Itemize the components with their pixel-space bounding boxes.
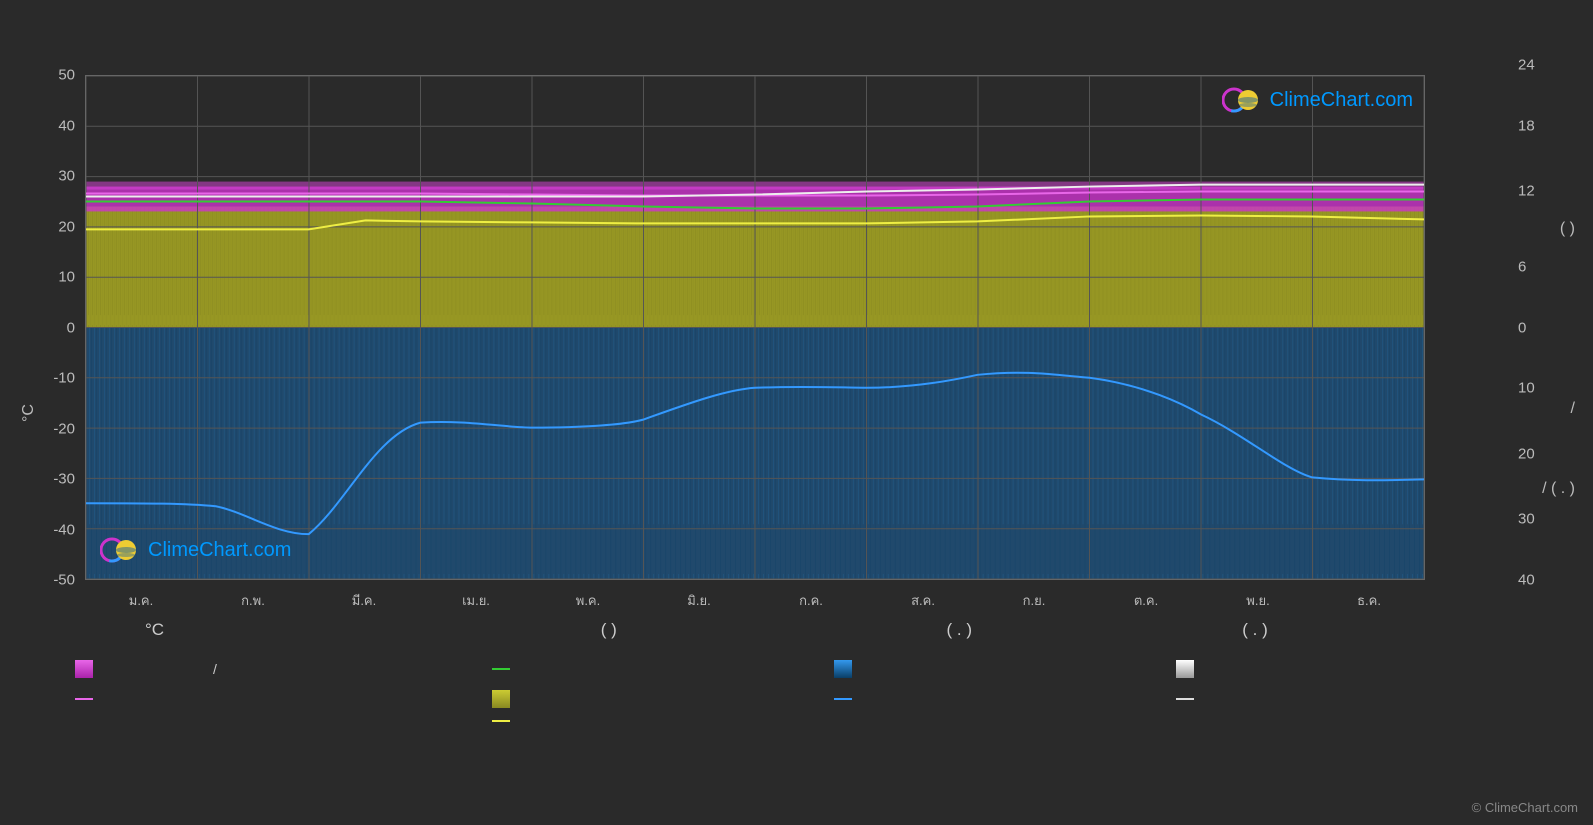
y-tick: 24 [1518, 56, 1535, 73]
legend-header-col: ( ) [421, 620, 877, 640]
y-tick: 6 [1518, 258, 1526, 275]
y-tick: 0 [67, 319, 75, 336]
y-tick: 18 [1518, 117, 1535, 134]
y-axis-left: 50 40 30 20 10 0 -10 -20 -30 -40 -50 [40, 75, 80, 580]
x-tick: ก.พ. [241, 590, 265, 611]
legend-item [417, 690, 834, 708]
legend-line-yellow [492, 720, 510, 722]
legend-swatch-yellow [492, 690, 510, 708]
y-tick: -20 [53, 420, 75, 437]
legend-item [75, 690, 417, 708]
chart-svg [86, 76, 1424, 579]
legend-item [834, 660, 1176, 678]
y-axis-right: 24 18 12 6 0 10 20 30 40 [1513, 75, 1553, 580]
copyright: © ClimeChart.com [1472, 800, 1578, 815]
y-tick: -40 [53, 521, 75, 538]
y-tick: 20 [58, 218, 75, 235]
plot-area [85, 75, 1425, 580]
legend-row [75, 720, 1518, 722]
x-tick: ก.ค. [799, 590, 823, 611]
legend-item [75, 720, 417, 722]
watermark-logo-icon [1222, 85, 1262, 115]
y-tick: 50 [58, 67, 75, 84]
legend-item [834, 690, 1176, 708]
legend-item [834, 720, 1176, 722]
x-tick: พ.ค. [576, 590, 601, 611]
legend-header-col: ( . ) [877, 620, 1223, 640]
legend-item [417, 720, 834, 722]
legend-line-blue [834, 698, 852, 700]
legend: °C ( ) ( . ) ( . ) / [75, 620, 1518, 740]
legend-header-col: °C [75, 620, 421, 640]
legend-header: °C ( ) ( . ) ( . ) [75, 620, 1518, 640]
y-tick: 12 [1518, 183, 1535, 200]
legend-row: / [75, 660, 1518, 678]
legend-item: / [75, 660, 417, 678]
watermark-bottom: ClimeChart.com [100, 535, 291, 565]
legend-swatch-magenta [75, 660, 93, 678]
legend-line-white [1176, 698, 1194, 700]
legend-item [1176, 690, 1518, 708]
legend-label: / [213, 661, 217, 677]
x-tick: มิ.ย. [687, 590, 710, 611]
y-tick: 0 [1518, 319, 1526, 336]
y-tick: -50 [53, 572, 75, 589]
legend-row [75, 690, 1518, 708]
legend-swatch-green [492, 668, 510, 670]
x-tick: พ.ย. [1246, 590, 1269, 611]
legend-swatch-white [1176, 660, 1194, 678]
y-tick: 10 [58, 269, 75, 286]
y-tick: 30 [1518, 511, 1535, 528]
watermark-logo-icon [100, 535, 140, 565]
y-right-slash: / [1571, 400, 1575, 418]
x-tick: ส.ค. [911, 590, 935, 611]
y-tick: 30 [58, 168, 75, 185]
legend-item [1176, 660, 1518, 678]
legend-header-col: ( . ) [1222, 620, 1518, 640]
y-tick: -30 [53, 471, 75, 488]
y-tick: 40 [58, 117, 75, 134]
y-right-top-label: ( ) [1560, 220, 1575, 238]
watermark-text: ClimeChart.com [1270, 89, 1413, 112]
y-tick: -10 [53, 370, 75, 387]
legend-item [1176, 720, 1518, 722]
x-tick: มี.ค. [352, 590, 377, 611]
y-tick: 40 [1518, 572, 1535, 589]
x-tick: ก.ย. [1023, 590, 1046, 611]
x-tick: เม.ย. [462, 590, 490, 611]
legend-line-magenta [75, 698, 93, 700]
watermark-text: ClimeChart.com [148, 539, 291, 562]
y-right-bottom-label: / ( . ) [1542, 480, 1575, 498]
chart-container [85, 75, 1425, 580]
legend-item [417, 660, 834, 678]
watermark-top: ClimeChart.com [1222, 85, 1413, 115]
legend-swatch-blue [834, 660, 852, 678]
y-axis-left-label: °C [20, 404, 38, 422]
y-tick: 10 [1518, 380, 1535, 397]
y-tick: 20 [1518, 445, 1535, 462]
x-tick: ม.ค. [129, 590, 154, 611]
x-tick: ธ.ค. [1357, 590, 1381, 611]
x-tick: ต.ค. [1134, 590, 1158, 611]
